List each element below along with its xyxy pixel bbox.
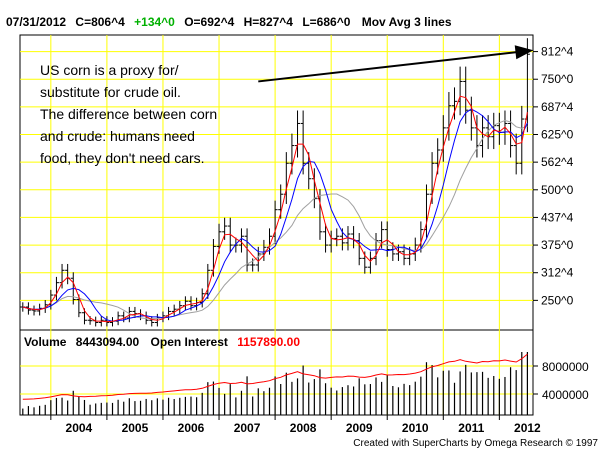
time-tick-label: 2006	[178, 421, 205, 435]
header-date: 07/31/2012	[6, 15, 66, 29]
trend-line	[258, 50, 522, 83]
price-bar	[480, 115, 486, 158]
price-bar	[513, 133, 519, 175]
price-bar	[171, 304, 177, 316]
price-bar	[323, 223, 329, 253]
price-tick-label: 812^4	[541, 45, 574, 59]
price-tick-label: 250^0	[541, 293, 574, 307]
volume-tick-low: 4000000	[542, 388, 589, 402]
annotation-box: US corn is a proxy for/ substitute for c…	[40, 62, 217, 166]
annotation-line-4: and crude: humans need	[40, 128, 195, 144]
volume-header: Volume 8443094.00 Open Interest 1157890.…	[24, 335, 300, 349]
trend-arrow-head	[514, 45, 534, 60]
time-tick-label: 2011	[458, 421, 484, 435]
volume-bars	[22, 352, 528, 415]
open-interest-line	[22, 353, 528, 400]
volume-tick-high: 8000000	[542, 360, 589, 374]
time-tick-label: 2009	[346, 421, 373, 435]
header-close: C=806^4	[75, 15, 125, 29]
time-axis: 2004 2005 2006 2007 2008 2009 2010 2011 2012	[50, 415, 541, 435]
price-tick-label: 687^4	[541, 100, 574, 114]
time-tick-label: 2004	[66, 421, 93, 435]
open-interest-value: 1157890.00	[237, 335, 300, 349]
price-bar	[367, 251, 373, 274]
price-tick-label: 625^0	[541, 128, 574, 142]
price-bar	[300, 110, 306, 175]
price-tick-label: 437^4	[541, 210, 574, 224]
price-bar	[463, 66, 469, 124]
time-tick-label: 2010	[402, 421, 429, 435]
header-line: 07/31/2012 C=806^4 +134^0 O=692^4 H=827^…	[6, 15, 452, 29]
header-high: H=827^4	[244, 15, 294, 29]
price-bar	[452, 87, 458, 120]
price-tick-label: 500^0	[541, 183, 574, 197]
annotation-line-1: US corn is a proxy for/	[40, 62, 179, 78]
volume-value: 8443094.00	[76, 335, 140, 349]
moving-average-fast	[22, 95, 528, 323]
time-tick-label: 2005	[122, 421, 149, 435]
header-study: Mov Avg 3 lines	[362, 15, 452, 29]
price-bar	[199, 288, 205, 308]
open-interest-label: Open Interest	[151, 335, 228, 349]
price-bar	[222, 217, 228, 240]
time-tick-label: 2007	[234, 421, 261, 435]
header-low: L=686^0	[302, 15, 350, 29]
price-tick-label: 375^0	[541, 238, 574, 252]
price-tick-label: 562^4	[541, 155, 574, 169]
price-bar	[31, 305, 37, 316]
price-bar	[238, 228, 244, 253]
time-tick-label: 2012	[514, 421, 541, 435]
plot-frame	[19, 34, 534, 416]
header-open: O=692^4	[184, 15, 234, 29]
price-bar	[255, 246, 261, 272]
price-tick-label: 750^0	[541, 72, 574, 86]
price-bar	[412, 237, 418, 261]
annotation-line-2: substitute for crude oil.	[40, 84, 181, 100]
price-bar	[334, 228, 340, 247]
header-change: +134^0	[134, 15, 175, 29]
moving-average-mid	[22, 108, 528, 322]
price-tick-label: 312^4	[541, 266, 574, 280]
moving-average-slow	[22, 119, 528, 320]
credit-text: Created with SuperCharts by Omega Resear…	[353, 438, 598, 449]
annotation-line-5: food, they don't need cars.	[40, 150, 205, 166]
price-axis: 812^4 750^0 687^4 625^0 562^4 500^0 437^4 375^0…	[533, 45, 574, 395]
time-tick-label: 2008	[290, 421, 317, 435]
volume-label: Volume	[24, 335, 67, 349]
price-bar	[149, 316, 155, 327]
annotation-line-3: The difference between corn	[40, 106, 217, 122]
price-bar	[227, 217, 233, 253]
